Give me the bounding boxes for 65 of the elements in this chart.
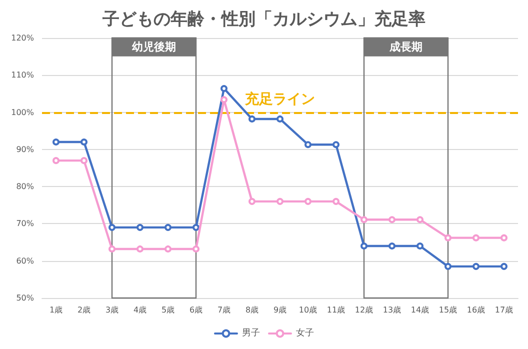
x-tick-label: 12歳	[354, 306, 374, 314]
x-tick-label: 1歳	[49, 306, 63, 314]
x-tick-label: 6歳	[189, 306, 203, 314]
point	[388, 216, 396, 224]
x-tick-label: 10歳	[298, 306, 318, 314]
band-label: 成長期	[388, 40, 422, 54]
point	[80, 157, 88, 164]
y-tick-label: 90%	[16, 144, 34, 154]
point	[360, 242, 368, 250]
y-tick-label: 80%	[16, 182, 34, 192]
point	[220, 85, 228, 92]
point	[164, 245, 172, 252]
chart-title: 子どもの年齢・性別「カルシウム」充足率	[102, 10, 426, 30]
x-tick-label: 13歳	[382, 306, 402, 314]
point	[164, 224, 172, 231]
legend-label: 男子	[242, 328, 260, 338]
point	[444, 262, 452, 270]
y-tick-label: 50%	[16, 294, 34, 302]
x-tick-label: 3歳	[105, 306, 119, 314]
point	[108, 245, 116, 252]
legend-label: 女子	[296, 328, 314, 338]
ref-line-label: 充足ライン	[244, 90, 315, 108]
point	[332, 141, 340, 148]
y-tick-label: 120%	[11, 34, 34, 42]
x-tick-label: 14歳	[410, 306, 430, 314]
point	[388, 242, 396, 250]
point	[304, 141, 312, 148]
point	[472, 234, 480, 242]
y-tick-label: 60%	[16, 256, 34, 266]
x-tick-label: 2歳	[77, 306, 91, 314]
point	[136, 224, 144, 231]
point	[192, 224, 200, 231]
point	[444, 234, 452, 242]
point	[192, 245, 200, 252]
x-tick-label: 9歳	[273, 306, 287, 314]
x-tick-label: 16歳	[466, 306, 486, 314]
point	[248, 115, 256, 122]
point	[500, 234, 508, 242]
x-tick-label: 5歳	[161, 306, 175, 314]
x-tick-label: 8歳	[245, 306, 259, 314]
point	[472, 262, 480, 270]
point	[500, 262, 508, 270]
point	[108, 224, 116, 231]
x-tick-label: 7歳	[217, 306, 231, 314]
point	[416, 216, 424, 224]
x-tick-label: 15歳	[438, 306, 458, 314]
point	[220, 96, 228, 104]
point	[304, 198, 312, 205]
point	[332, 198, 340, 205]
point	[276, 115, 284, 122]
point	[360, 216, 368, 224]
x-tick-label: 11歳	[326, 306, 346, 314]
point	[248, 198, 256, 205]
y-tick-label: 100%	[11, 108, 34, 117]
band-label: 幼児後期	[131, 40, 176, 54]
y-tick-label: 70%	[16, 219, 34, 228]
point	[276, 198, 284, 205]
point	[416, 242, 424, 250]
point	[80, 138, 88, 146]
point	[52, 157, 60, 164]
x-tick-label: 4歳	[133, 306, 147, 314]
point	[52, 138, 60, 146]
y-tick-label: 110%	[11, 70, 34, 80]
point	[136, 245, 144, 252]
x-tick-label: 17歳	[494, 306, 514, 314]
